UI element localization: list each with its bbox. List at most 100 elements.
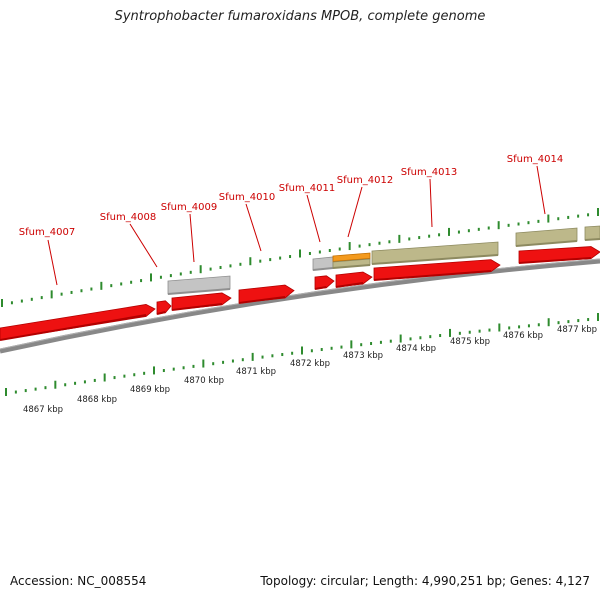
minor-tick	[123, 374, 126, 378]
major-tick	[547, 214, 550, 223]
callout-g4011[interactable]: Sfum_4011	[279, 183, 335, 243]
major-tick	[301, 346, 303, 355]
major-tick	[597, 313, 599, 321]
minor-tick	[241, 358, 244, 362]
minor-tick	[130, 280, 133, 284]
major-tick	[547, 318, 550, 327]
gene-label[interactable]: Sfum_4010	[219, 192, 275, 203]
minor-tick	[419, 336, 422, 340]
major-tick	[199, 265, 202, 274]
callout-g4010[interactable]: Sfum_4010	[219, 192, 275, 252]
minor-tick	[159, 275, 162, 279]
minor-tick	[468, 330, 471, 334]
minor-tick	[457, 230, 460, 234]
gene-feature[interactable]	[335, 271, 373, 288]
minor-tick	[64, 383, 67, 387]
minor-tick	[162, 369, 165, 373]
minor-tick	[172, 367, 175, 371]
minor-tick	[261, 355, 264, 359]
minor-tick	[330, 346, 333, 350]
accession-text: Accession: NC_008554	[10, 574, 147, 588]
callout-g4008[interactable]: Sfum_4008	[100, 212, 158, 268]
kbp-label: 4875 kbp	[450, 337, 490, 347]
lower-tick-row	[5, 313, 599, 396]
minor-tick	[488, 328, 491, 332]
minor-tick	[368, 243, 371, 247]
minor-tick	[310, 349, 313, 353]
callout-g4014[interactable]: Sfum_4014	[507, 154, 563, 215]
minor-tick	[389, 339, 392, 343]
minor-tick	[143, 371, 146, 375]
minor-tick	[458, 331, 461, 335]
gene-label[interactable]: Sfum_4014	[507, 154, 563, 165]
major-tick	[348, 242, 351, 251]
minor-tick	[318, 250, 321, 254]
callout-g4007[interactable]: Sfum_4007	[19, 227, 75, 286]
minor-tick	[14, 390, 17, 394]
minor-tick	[140, 279, 143, 283]
minor-tick	[212, 362, 215, 366]
gene-feature[interactable]	[167, 275, 231, 295]
gene-feature[interactable]	[518, 246, 600, 264]
gene-feature[interactable]	[238, 284, 295, 304]
minor-tick	[379, 340, 382, 344]
gene-label[interactable]: Sfum_4009	[161, 202, 217, 213]
kbp-label: 4876 kbp	[503, 331, 543, 341]
minor-tick	[34, 387, 37, 391]
callout-g4009[interactable]: Sfum_4009	[161, 202, 217, 263]
minor-tick	[192, 364, 195, 368]
minor-tick	[428, 234, 431, 238]
minor-tick	[189, 270, 192, 274]
minor-tick	[577, 214, 580, 218]
gene-feature[interactable]	[371, 241, 499, 265]
minor-tick	[478, 329, 481, 333]
minor-tick	[110, 284, 113, 288]
callout-g4013[interactable]: Sfum_4013	[401, 167, 457, 228]
gene-feature[interactable]	[171, 292, 232, 311]
kbp-label: 4872 kbp	[290, 359, 330, 369]
minor-tick	[567, 320, 570, 324]
minor-tick	[518, 325, 521, 329]
kbp-label: 4870 kbp	[184, 376, 224, 386]
gene-features	[0, 225, 600, 341]
gene-feature[interactable]	[332, 258, 371, 269]
major-tick	[597, 208, 599, 216]
gene-feature[interactable]	[314, 275, 335, 290]
major-tick	[1, 299, 3, 307]
kbp-scale-labels: 4867 kbp 4868 kbp 4869 kbp 4870 kbp 4871 kbp…	[23, 325, 597, 415]
minor-tick	[527, 221, 530, 225]
major-tick	[249, 257, 252, 266]
minor-tick	[70, 290, 73, 294]
gene-label[interactable]: Sfum_4012	[337, 175, 393, 186]
major-tick	[150, 273, 152, 282]
major-tick	[398, 234, 401, 243]
minor-tick	[229, 264, 232, 268]
major-tick	[448, 227, 450, 236]
gene-feature[interactable]	[515, 227, 578, 247]
gene-feature[interactable]	[0, 304, 156, 341]
minor-tick	[20, 299, 23, 303]
minor-tick	[507, 223, 510, 227]
gene-label[interactable]: Sfum_4008	[100, 212, 156, 223]
minor-tick	[93, 378, 96, 382]
gene-feature[interactable]	[373, 259, 501, 281]
gene-feature[interactable]	[156, 300, 172, 315]
major-tick	[50, 290, 53, 299]
gene-feature[interactable]	[584, 225, 600, 241]
minor-tick	[80, 289, 83, 293]
gene-label[interactable]: Sfum_4007	[19, 227, 75, 238]
page-title: Syntrophobacter fumaroxidans MPOB, compl…	[114, 9, 486, 24]
minor-tick	[358, 244, 361, 248]
minor-tick	[378, 241, 381, 245]
minor-tick	[527, 324, 530, 328]
callout-g4012[interactable]: Sfum_4012	[337, 175, 393, 238]
backbone-highlight	[0, 258, 600, 350]
gene-label[interactable]: Sfum_4013	[401, 167, 457, 178]
minor-tick	[517, 222, 520, 226]
gene-feature[interactable]	[312, 256, 334, 271]
minor-tick	[567, 215, 570, 219]
gene-label[interactable]: Sfum_4011	[279, 183, 335, 194]
minor-tick	[587, 318, 590, 322]
